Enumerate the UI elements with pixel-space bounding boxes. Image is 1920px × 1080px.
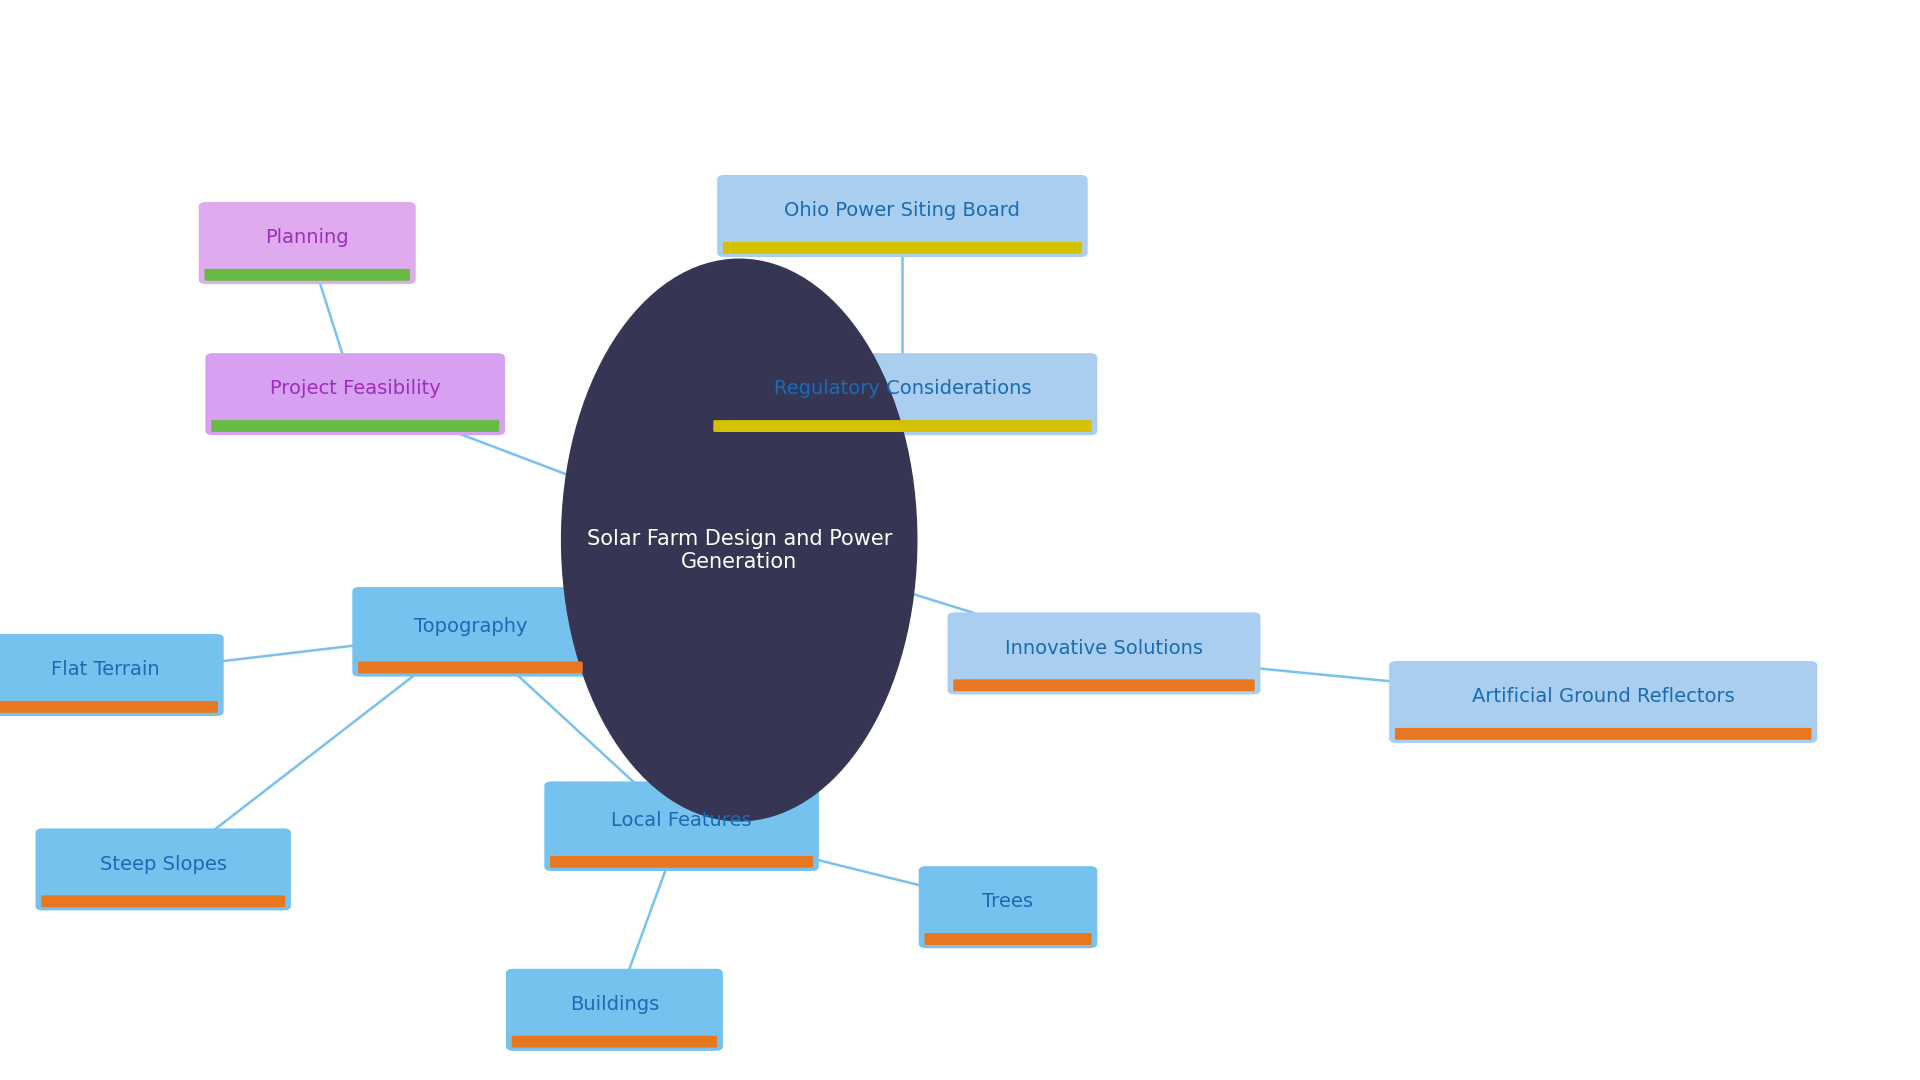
FancyBboxPatch shape — [205, 269, 411, 281]
FancyBboxPatch shape — [722, 242, 1081, 254]
Text: Artificial Ground Reflectors: Artificial Ground Reflectors — [1473, 687, 1734, 706]
Ellipse shape — [561, 259, 918, 821]
FancyBboxPatch shape — [0, 634, 223, 716]
FancyBboxPatch shape — [353, 586, 588, 676]
FancyBboxPatch shape — [36, 828, 292, 910]
Text: Buildings: Buildings — [570, 995, 659, 1014]
FancyBboxPatch shape — [716, 175, 1087, 257]
FancyBboxPatch shape — [545, 782, 818, 870]
FancyBboxPatch shape — [205, 353, 505, 435]
FancyBboxPatch shape — [549, 855, 814, 868]
Text: Local Features: Local Features — [611, 811, 753, 831]
FancyBboxPatch shape — [507, 969, 722, 1051]
Text: Planning: Planning — [265, 228, 349, 247]
FancyBboxPatch shape — [511, 1036, 718, 1048]
FancyBboxPatch shape — [707, 353, 1096, 435]
FancyBboxPatch shape — [918, 866, 1098, 948]
Text: Project Feasibility: Project Feasibility — [271, 379, 440, 399]
Text: Topography: Topography — [413, 617, 528, 636]
Text: Ohio Power Siting Board: Ohio Power Siting Board — [785, 201, 1020, 220]
Text: Steep Slopes: Steep Slopes — [100, 854, 227, 874]
FancyBboxPatch shape — [42, 895, 286, 907]
FancyBboxPatch shape — [0, 701, 219, 713]
Text: Solar Farm Design and Power
Generation: Solar Farm Design and Power Generation — [586, 529, 893, 572]
Text: Innovative Solutions: Innovative Solutions — [1004, 638, 1204, 658]
Text: Regulatory Considerations: Regulatory Considerations — [774, 379, 1031, 399]
FancyBboxPatch shape — [211, 420, 499, 432]
Text: Flat Terrain: Flat Terrain — [52, 660, 159, 679]
FancyBboxPatch shape — [952, 679, 1256, 691]
Text: Trees: Trees — [983, 892, 1033, 912]
FancyBboxPatch shape — [357, 661, 584, 674]
FancyBboxPatch shape — [200, 202, 415, 284]
FancyBboxPatch shape — [947, 612, 1260, 694]
FancyBboxPatch shape — [925, 933, 1091, 945]
FancyBboxPatch shape — [1394, 728, 1811, 740]
FancyBboxPatch shape — [712, 420, 1091, 432]
FancyBboxPatch shape — [1388, 661, 1816, 743]
